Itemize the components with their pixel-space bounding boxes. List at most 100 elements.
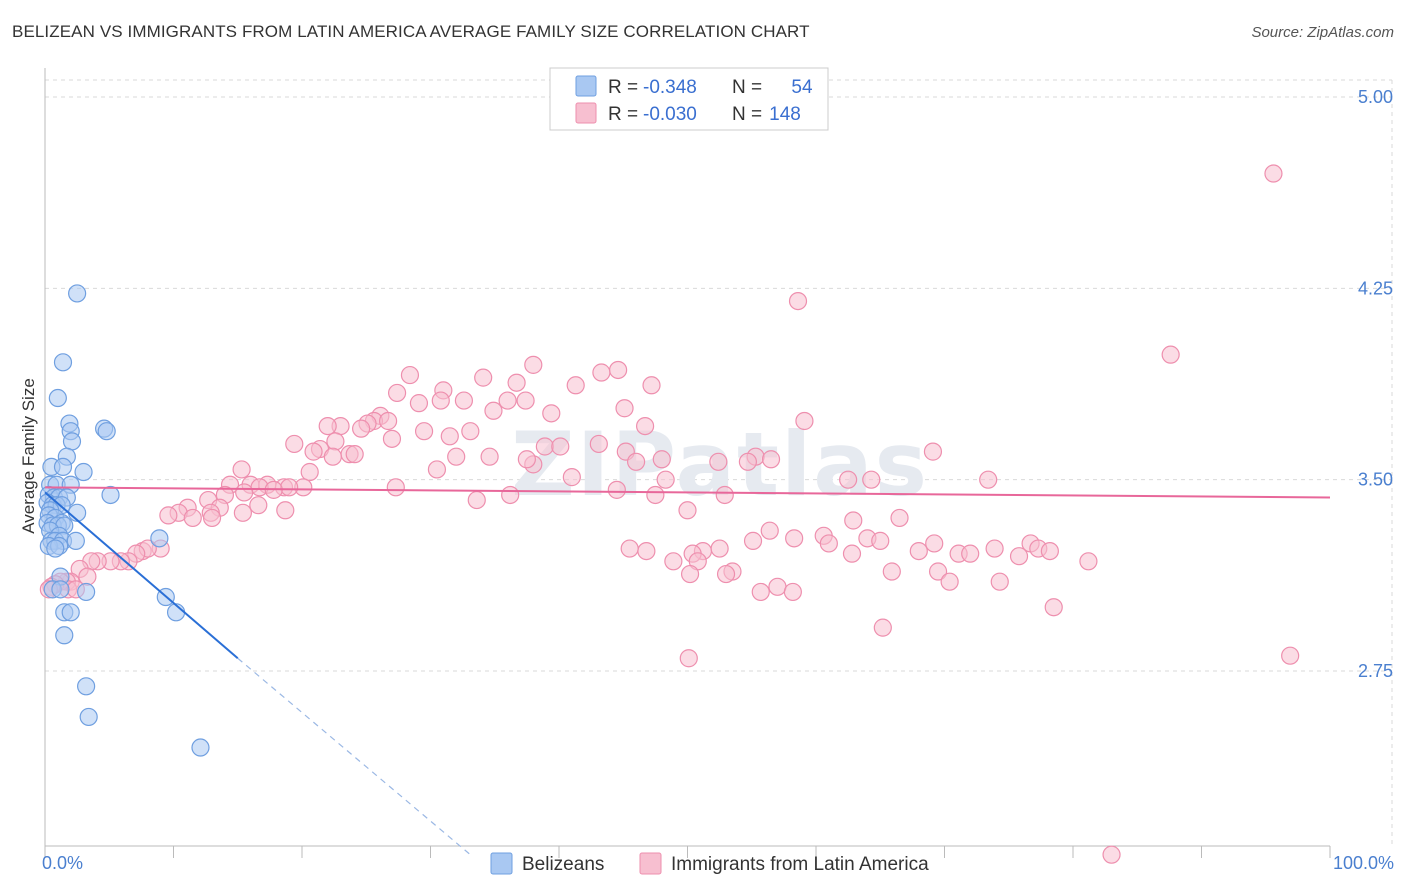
immigrant-point-105 <box>909 541 928 561</box>
immigrant-point-93 <box>890 508 909 528</box>
series-immigrants-latin-america <box>39 164 1300 864</box>
belizean-point-46 <box>77 582 96 602</box>
x-tick-label-left: 0.0% <box>42 853 83 873</box>
immigrant-point-115 <box>637 541 656 561</box>
immigrant-point-32 <box>440 427 459 446</box>
bottom-legend-label-immigrants: Immigrants from Latin America <box>671 854 929 875</box>
immigrant-point-145 <box>882 562 901 581</box>
legend-r-value-blue: -0.348 <box>643 77 697 98</box>
bottom-legend-swatch-blue <box>490 852 513 875</box>
immigrant-point-106 <box>842 544 862 563</box>
immigrant-point-74 <box>235 483 254 502</box>
immigrant-point-97 <box>785 529 804 548</box>
immigrant-point-109 <box>743 531 763 550</box>
immigrant-point-34 <box>326 432 345 451</box>
immigrant-point-104 <box>1040 541 1059 561</box>
immigrant-point-54 <box>761 450 781 469</box>
belizean-point-7 <box>62 432 82 451</box>
belizean-point-45 <box>51 580 70 599</box>
immigrant-point-98 <box>871 531 890 550</box>
immigrant-point-45 <box>323 447 342 466</box>
immigrant-point-61 <box>562 468 581 487</box>
y-tick-label-3: 5.00 <box>1358 87 1393 107</box>
source-label: Source: ZipAtlas.com <box>1251 24 1394 41</box>
belizean-point-49 <box>61 603 80 622</box>
belizean-point-2 <box>48 388 67 408</box>
immigrant-point-147 <box>990 572 1009 591</box>
immigrant-point-58 <box>232 460 251 479</box>
immigrant-point-8 <box>507 373 526 392</box>
immigrant-point-15 <box>409 394 429 413</box>
immigrant-point-148 <box>1044 598 1063 617</box>
immigrant-point-18 <box>615 399 634 418</box>
immigrant-point-152 <box>1102 845 1121 864</box>
immigrant-point-66 <box>862 470 881 489</box>
immigrant-point-47 <box>626 452 646 471</box>
immigrant-point-29 <box>461 422 480 441</box>
immigrant-point-3 <box>524 355 543 374</box>
y-axis-label: Average Family Size <box>19 378 38 534</box>
y-tick-label-1: 3.50 <box>1358 470 1393 490</box>
immigrant-point-26 <box>352 419 371 438</box>
immigrant-point-49 <box>517 450 536 469</box>
immigrant-point-84 <box>276 501 295 520</box>
legend-n-value-blue: 54 <box>791 77 813 98</box>
belizean-point-15 <box>101 485 120 505</box>
immigrant-point-14 <box>431 391 450 410</box>
immigrant-point-24 <box>378 411 398 431</box>
belizean-point-53 <box>79 707 98 727</box>
immigrant-point-42 <box>345 445 364 464</box>
immigrant-point-36 <box>535 437 554 456</box>
immigrant-point-33 <box>382 429 402 448</box>
immigrant-point-149 <box>873 618 892 637</box>
immigrant-point-79 <box>501 485 520 505</box>
immigrant-point-116 <box>620 539 639 558</box>
immigrant-point-2 <box>1161 345 1180 364</box>
immigrant-point-63 <box>656 470 675 489</box>
immigrant-point-52 <box>923 442 943 461</box>
immigrant-point-141 <box>680 564 700 584</box>
immigrant-point-0 <box>1264 164 1283 183</box>
immigrant-point-87 <box>233 503 252 522</box>
immigrant-point-44 <box>447 447 466 466</box>
bottom-legend-label-belizeans: Belizeans <box>522 854 604 875</box>
immigrant-point-30 <box>414 422 434 441</box>
immigrant-point-94 <box>760 521 779 540</box>
belizean-point-42 <box>150 529 169 548</box>
immigrant-point-80 <box>467 490 486 510</box>
y-tick-label-0: 2.75 <box>1358 661 1393 681</box>
immigrant-point-16 <box>454 391 474 410</box>
immigrant-point-50 <box>652 450 671 469</box>
immigrant-point-57 <box>300 462 319 482</box>
immigrant-point-19 <box>484 401 503 420</box>
trend-line-belizeans-extension <box>237 657 471 856</box>
trend-line-belizeans <box>44 491 239 660</box>
immigrant-point-17 <box>516 391 535 410</box>
immigrant-point-91 <box>678 501 697 520</box>
immigrant-point-27 <box>318 416 337 436</box>
immigrant-point-151 <box>1281 646 1300 665</box>
immigrant-point-43 <box>480 447 499 466</box>
immigrant-point-41 <box>304 442 323 461</box>
immigrant-point-142 <box>928 562 948 581</box>
belizean-point-54 <box>191 738 210 757</box>
immigrant-point-65 <box>979 470 998 489</box>
series-legend: Belizeans Immigrants from Latin America <box>490 852 929 875</box>
legend-swatch-pink <box>575 102 597 124</box>
immigrant-point-101 <box>985 539 1004 558</box>
legend-n-value-pink: 148 <box>769 104 801 125</box>
y-tick-labels: 2.75 3.50 4.25 5.00 <box>1358 87 1393 681</box>
immigrant-point-140 <box>664 552 683 571</box>
correlation-legend: R = -0.348 N = 54 R = -0.030 N = 148 <box>549 67 829 131</box>
immigrant-point-83 <box>249 496 268 515</box>
immigrant-point-13 <box>498 391 517 410</box>
immigrant-point-35 <box>285 434 304 454</box>
immigrant-point-56 <box>427 460 447 479</box>
immigrant-point-38 <box>551 437 570 456</box>
immigrant-point-55 <box>709 452 728 471</box>
immigrant-point-150 <box>679 649 698 668</box>
immigrant-point-10 <box>642 376 661 395</box>
immigrant-point-117 <box>1079 552 1098 571</box>
immigrant-point-64 <box>839 470 858 489</box>
